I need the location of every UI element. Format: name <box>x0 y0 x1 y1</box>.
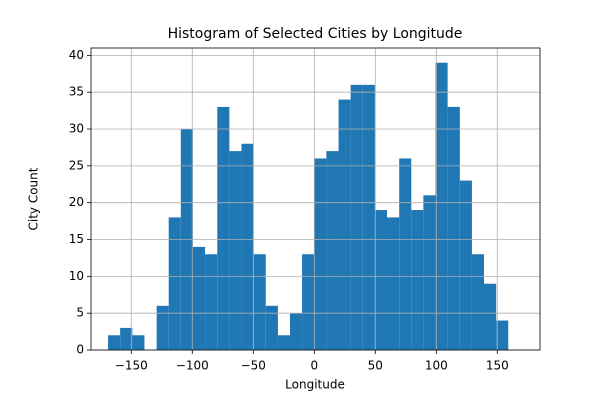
bar <box>326 151 339 350</box>
bar <box>289 313 303 350</box>
y-tick-label: 0 <box>76 343 84 357</box>
bar <box>205 254 218 350</box>
y-tick-label: 25 <box>69 158 84 172</box>
bar <box>168 217 181 350</box>
bar <box>483 283 497 350</box>
bar <box>374 210 387 350</box>
bar <box>193 246 206 350</box>
bar <box>314 158 327 350</box>
x-tick-label: 150 <box>486 359 509 373</box>
bar <box>277 335 290 350</box>
y-tick-label: 40 <box>69 48 84 62</box>
bar <box>338 99 351 350</box>
x-axis-label: Longitude <box>285 378 345 392</box>
bar <box>362 84 375 350</box>
bar <box>229 151 242 350</box>
bar <box>386 217 400 350</box>
bar <box>399 158 412 350</box>
x-tick-label: −100 <box>176 359 209 373</box>
bar <box>459 180 472 350</box>
y-tick-label: 5 <box>76 306 84 320</box>
bar <box>471 254 484 350</box>
x-tick-label: −50 <box>241 359 266 373</box>
y-axis-label: City Count <box>27 167 41 230</box>
bar <box>447 106 460 351</box>
x-tick-label: 100 <box>425 359 448 373</box>
y-tick-label: 10 <box>69 269 84 283</box>
y-tick-label: 15 <box>69 232 84 246</box>
y-tick-label: 20 <box>69 195 84 209</box>
bar <box>350 84 363 350</box>
y-tick-label: 30 <box>69 122 84 136</box>
bar <box>217 106 230 351</box>
bar <box>241 143 254 350</box>
bar <box>302 254 315 350</box>
x-tick-label: 0 <box>310 359 318 373</box>
bar <box>496 320 509 350</box>
y-tick-label: 35 <box>69 85 84 99</box>
bar <box>120 327 133 350</box>
bar <box>253 254 266 350</box>
bar <box>132 335 145 350</box>
x-tick-label: −150 <box>115 359 148 373</box>
plot-frame <box>90 47 541 351</box>
x-tick-label: 50 <box>368 359 383 373</box>
bar <box>435 62 448 350</box>
bar <box>423 195 436 350</box>
bar <box>411 210 424 350</box>
bar <box>108 335 121 350</box>
chart-title: Histogram of Selected Cities by Longitud… <box>168 26 463 42</box>
bar <box>156 305 169 350</box>
bar <box>265 305 278 350</box>
